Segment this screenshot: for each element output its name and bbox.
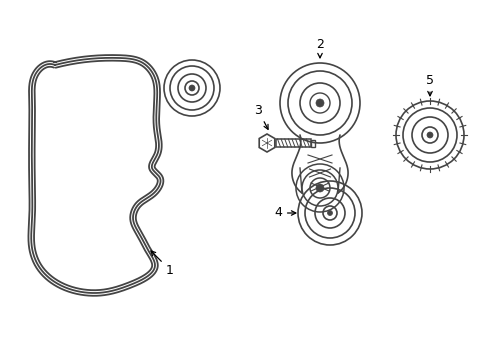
Circle shape	[426, 132, 432, 138]
Circle shape	[327, 211, 332, 216]
Text: 4: 4	[273, 207, 295, 220]
Circle shape	[315, 99, 324, 107]
Circle shape	[315, 184, 324, 192]
Text: 1: 1	[151, 251, 174, 276]
Bar	[310, 139, 314, 147]
Bar	[275, 139, 310, 147]
Circle shape	[189, 85, 195, 91]
Text: 5: 5	[425, 73, 433, 96]
Text: 2: 2	[315, 37, 323, 58]
Text: 3: 3	[254, 104, 267, 129]
